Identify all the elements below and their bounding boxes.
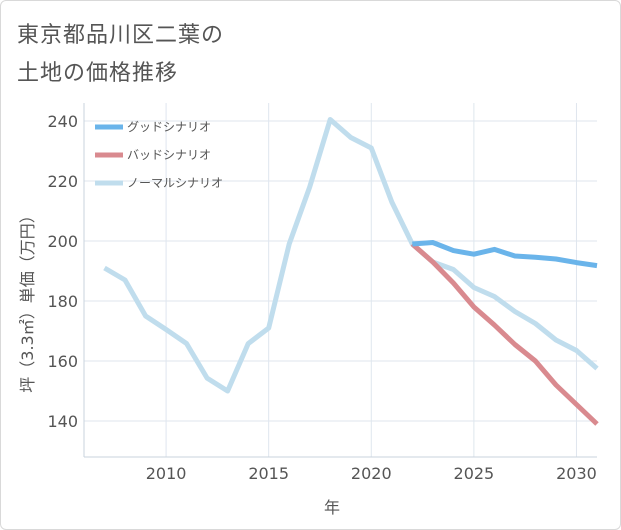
x-tick-label: 2020 <box>351 464 392 483</box>
y-tick-label: 220 <box>47 172 78 191</box>
grid <box>84 103 597 457</box>
y-tick-label: 200 <box>47 232 78 251</box>
y-tick-label: 180 <box>47 292 78 311</box>
y-tick-label: 160 <box>47 352 78 371</box>
x-axis-label: 年 <box>324 498 340 517</box>
tick-labels: 140 160 180 200 220 240 2010 2015 2020 2025 2030 <box>47 112 596 483</box>
series-line-0 <box>412 240 598 269</box>
legend-item[interactable]: グッドシナリオ <box>95 120 211 134</box>
axes <box>83 103 597 458</box>
series-line-2 <box>103 117 599 394</box>
legend-label: ノーマルシナリオ <box>127 176 223 190</box>
chart-title-line-1: 東京都品川区二葉の <box>17 23 225 48</box>
legend-item[interactable]: ノーマルシナリオ <box>95 176 223 190</box>
series-line-1 <box>410 242 599 426</box>
series-layer <box>103 117 599 426</box>
legend-label: バッドシナリオ <box>127 148 211 162</box>
legend-item[interactable]: バッドシナリオ <box>95 148 211 162</box>
x-tick-label: 2010 <box>146 464 187 483</box>
y-tick-label: 140 <box>47 412 78 431</box>
y-tick-label: 240 <box>47 112 78 131</box>
x-tick-label: 2025 <box>454 464 495 483</box>
x-tick-label: 2015 <box>248 464 289 483</box>
y-axis-label: 坪（3.3㎡）単価（万円） <box>18 207 37 392</box>
legend-label: グッドシナリオ <box>127 120 211 134</box>
chart-title-line-2: 土地の価格推移 <box>17 61 179 86</box>
x-tick-label: 2030 <box>556 464 597 483</box>
